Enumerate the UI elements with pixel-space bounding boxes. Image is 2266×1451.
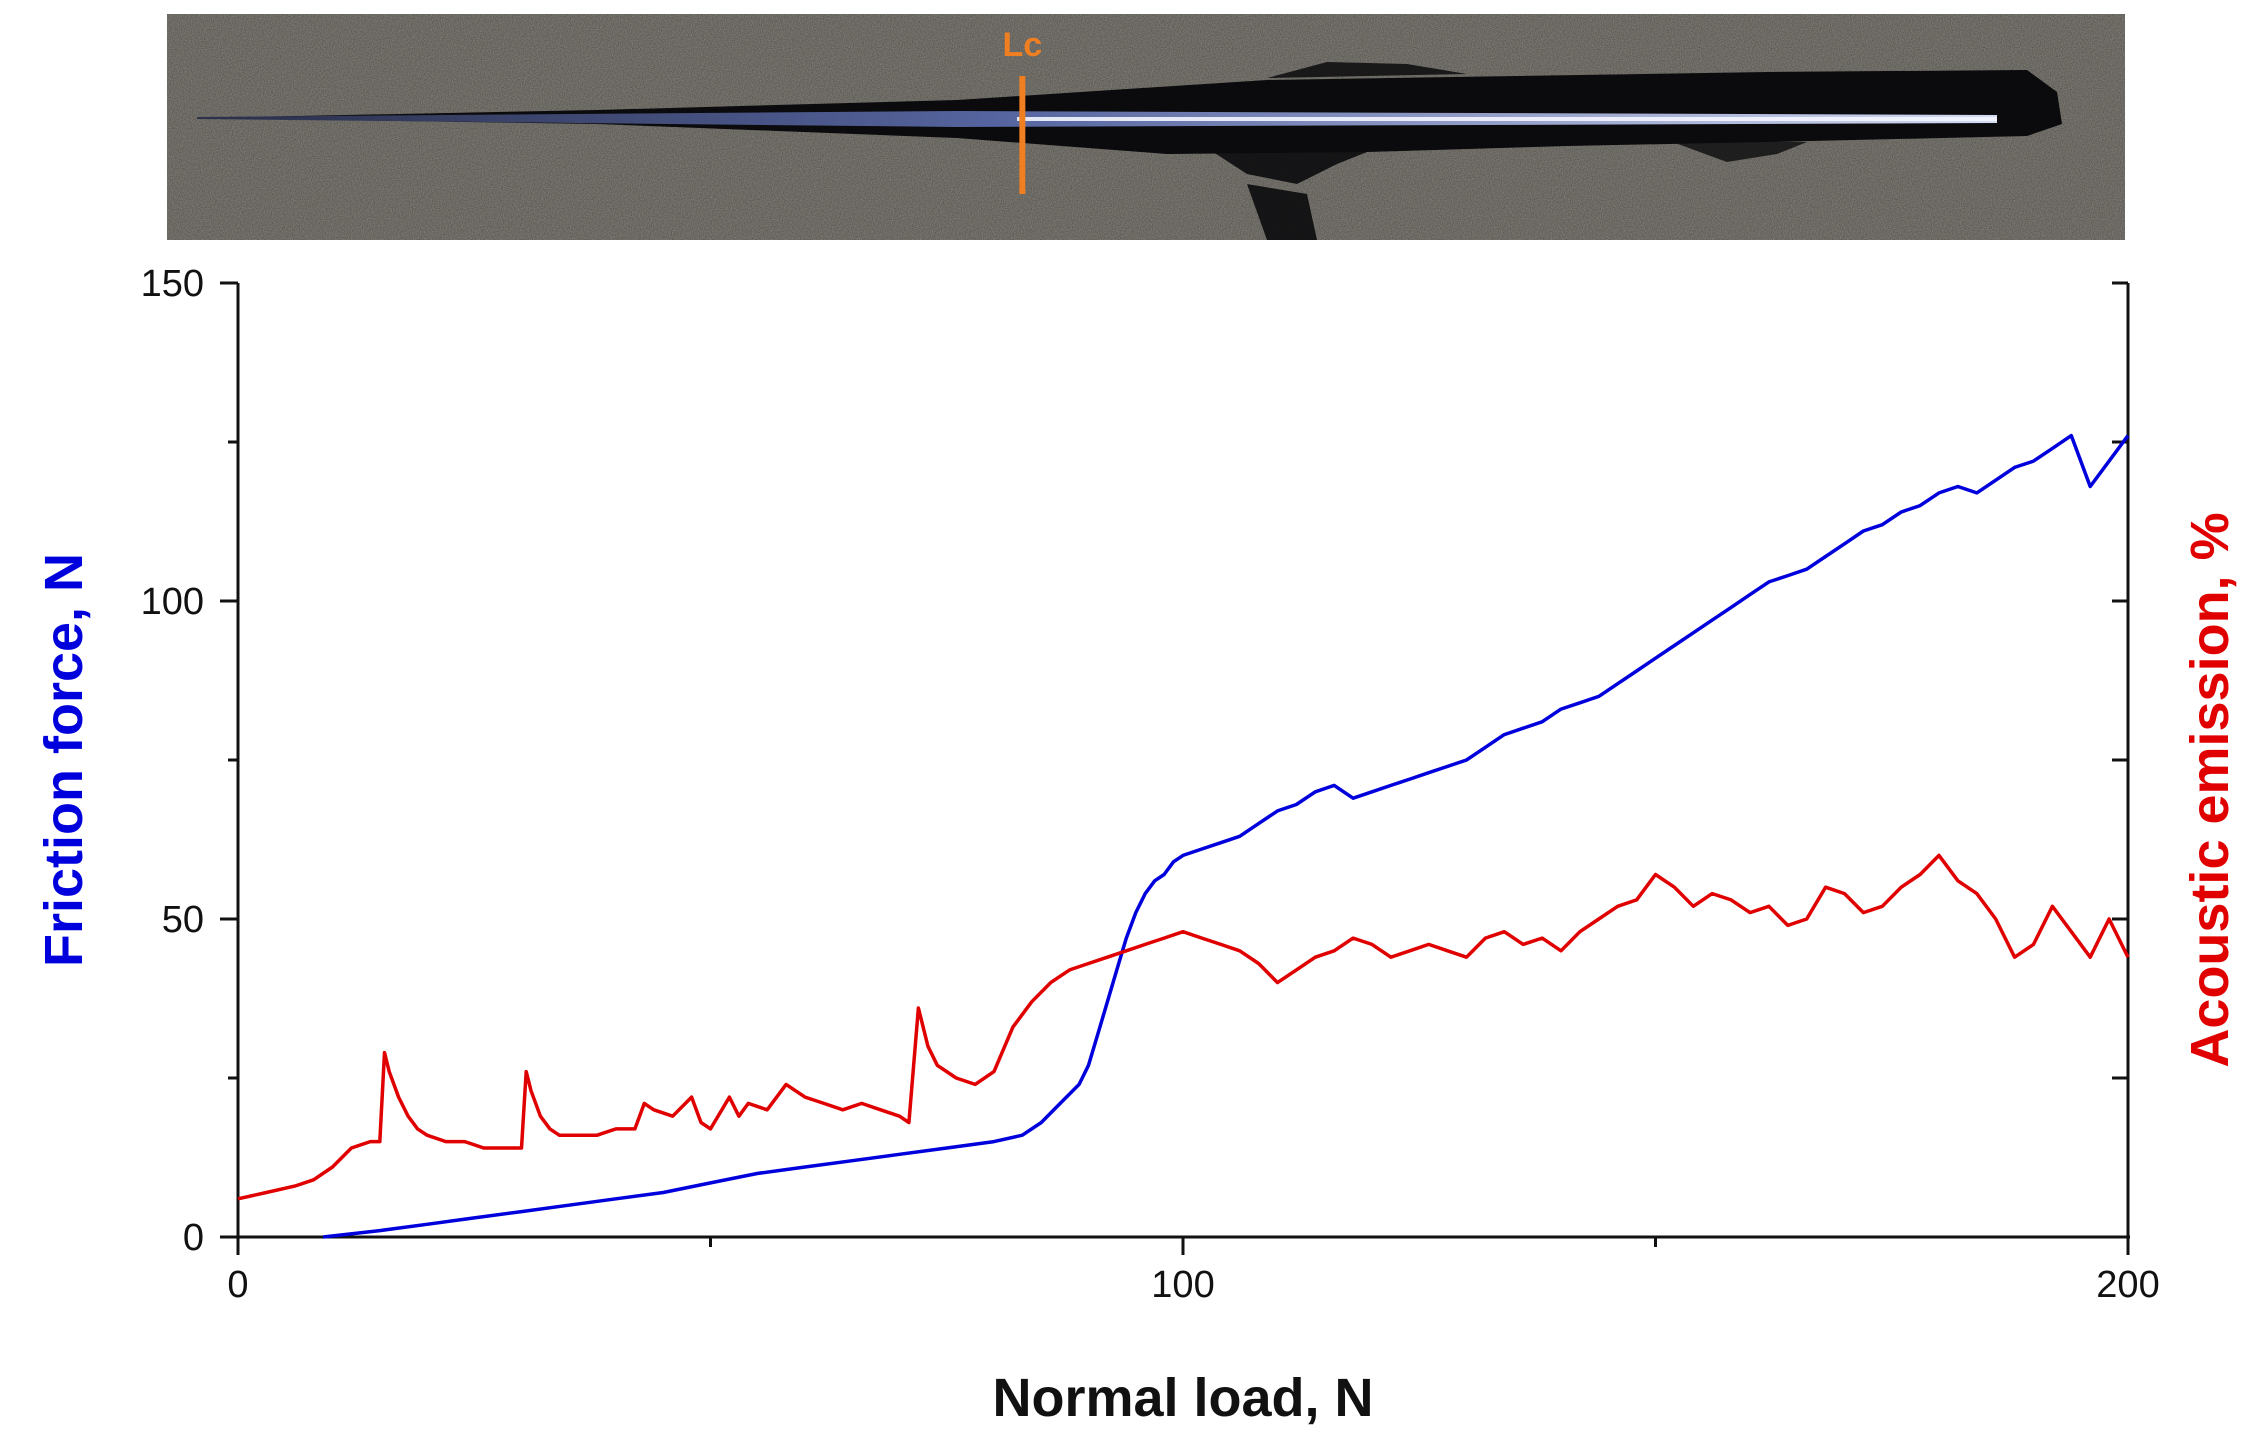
y-tick-label: 0 bbox=[183, 1217, 204, 1259]
friction-force-line bbox=[322, 433, 2130, 1239]
scratch-track-image bbox=[167, 14, 2125, 240]
y-tick-label: 100 bbox=[141, 581, 204, 623]
x-tick-label: 100 bbox=[1151, 1264, 1214, 1306]
acoustic-emission-line bbox=[237, 853, 2130, 1201]
x-tick-label: 200 bbox=[2096, 1264, 2159, 1306]
right-y-axis-title: Acoustic emission, % bbox=[2180, 512, 2240, 1067]
left-y-axis-title: Friction force, N bbox=[34, 553, 94, 967]
x-axis-title: Normal load, N bbox=[992, 1368, 1373, 1428]
y-tick-label: 150 bbox=[141, 263, 204, 305]
lc-marker-label: Lc bbox=[1003, 26, 1043, 64]
x-tick-label: 0 bbox=[227, 1264, 248, 1306]
y-tick-label: 50 bbox=[162, 899, 204, 941]
